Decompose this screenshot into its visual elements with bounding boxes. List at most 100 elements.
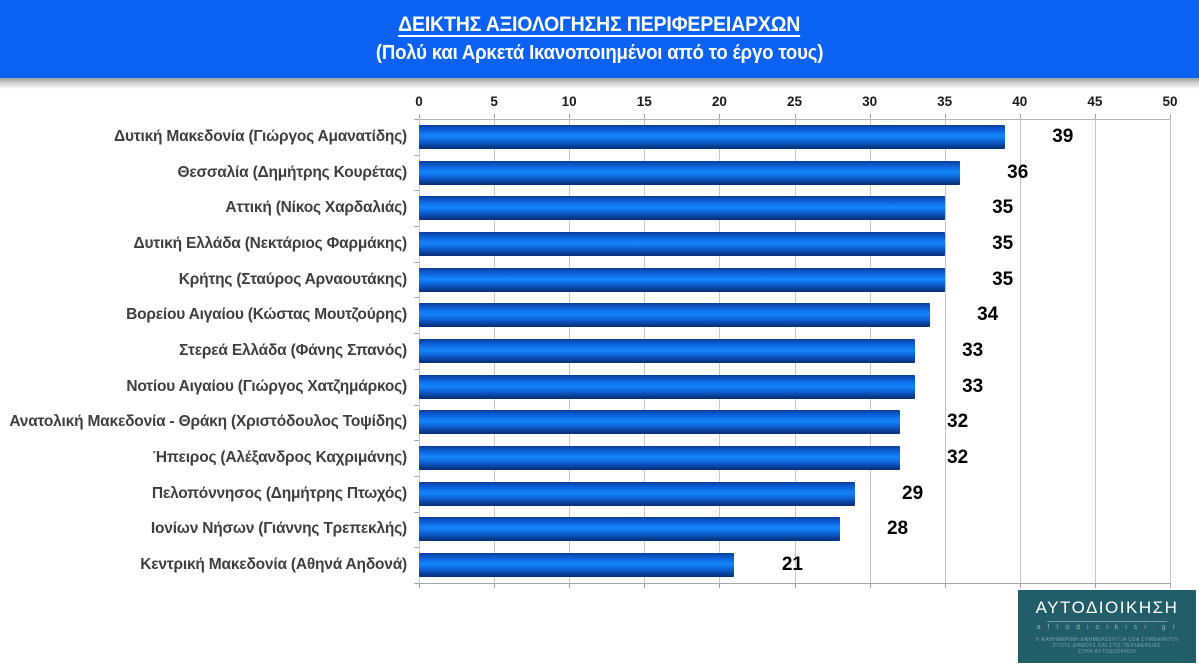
category-axis-tick <box>414 512 419 513</box>
bar <box>419 446 900 471</box>
axis-tick-mark <box>869 583 871 588</box>
category-label: Στερεά Ελλάδα (Φάνης Σπανός) <box>179 341 407 359</box>
value-label: 29 <box>902 482 924 504</box>
axis-tick-label: 30 <box>862 94 878 109</box>
logo-fineprint-line: ΣΤΟΥΣ ΔΗΜΟΥΣ ΚΑΙ ΣΤΙΣ ΠΕΡΙΦΕΡΕΙΕΣ <box>1052 643 1162 649</box>
category-axis-tick <box>414 405 419 406</box>
gridline <box>1094 119 1096 583</box>
axis-tick-mark <box>794 583 796 588</box>
axis-tick-mark <box>719 114 721 119</box>
axis-tick-label: 20 <box>711 94 727 109</box>
axis-tick-mark <box>869 114 871 119</box>
value-label: 35 <box>992 232 1014 254</box>
value-label: 28 <box>886 518 909 540</box>
axis-tick-mark <box>569 114 571 119</box>
chart-title: ΔΕΙΚΤΗΣ ΑΞΙΟΛΟΓΗΣΗΣ ΠΕΡΙΦΕΡΕΙΑΡΧΩΝ <box>398 13 801 36</box>
gridline <box>1170 119 1171 583</box>
category-axis-tick <box>414 190 419 191</box>
category-axis-tick <box>414 333 419 334</box>
axis-tick-label: 25 <box>786 94 803 109</box>
bar <box>419 196 945 221</box>
logo-wordmark: ΑΥΤΟΔΙΟΙΚΗΣΗ <box>1035 598 1179 617</box>
axis-tick-mark <box>794 114 796 119</box>
value-label: 35 <box>992 268 1014 290</box>
bar <box>419 374 915 399</box>
category-label: Αττική (Νίκος Χαρδαλιάς) <box>225 199 407 217</box>
category-axis-tick <box>414 155 419 156</box>
bar <box>419 481 855 506</box>
axis-tick-mark <box>1170 114 1171 119</box>
axis-tick-mark <box>644 114 646 119</box>
bar <box>419 339 915 363</box>
category-label: Πελοπόννησος (Δημήτρης Πτωχός) <box>151 484 407 502</box>
category-axis-tick <box>414 297 419 298</box>
logo-fineprint-line: ΣΤΗΝ ΑΥΤΟΔΙΟΙΚΗΣΗ <box>1078 649 1136 655</box>
value-label: 21 <box>781 554 803 576</box>
logo-divider <box>1047 621 1167 622</box>
axis-tick-label: 35 <box>937 94 953 109</box>
category-axis-tick <box>414 119 419 120</box>
category-axis-tick <box>414 226 419 227</box>
axis-tick-mark <box>1170 583 1171 588</box>
category-axis-tick <box>414 369 419 370</box>
axis-tick-mark <box>1094 583 1096 588</box>
logo-site-url: a f t o d i o i k i s i . g r <box>1036 624 1178 631</box>
axis-tick-label: 10 <box>561 94 577 109</box>
logo-fineprint-line: Η ΚΑΘΗΜΕΡΙΝΗ ΕΝΗΜΕΡΩΣΗ ΓΙΑ ΟΣΑ ΣΥΜΒΑΙΝΟΥ… <box>1035 637 1179 643</box>
axis-tick-label: 45 <box>1087 94 1103 109</box>
category-label: Ήπειρος (Αλέξανδρος Καχριμάνης) <box>153 449 407 467</box>
category-axis-tick <box>414 476 419 477</box>
category-label: Θεσσαλία (Δημήτρης Κουρέτας) <box>177 163 407 181</box>
header-shadow <box>0 78 1199 89</box>
bar <box>419 517 840 542</box>
axis-tick-mark <box>644 583 646 588</box>
category-axis-tick <box>414 547 419 548</box>
category-label: Βορείου Αιγαίου (Κώστας Μουτζούρης) <box>126 306 407 324</box>
category-axis-tick <box>414 440 419 441</box>
axis-tick-label: 50 <box>1162 94 1178 109</box>
category-axis-tick <box>414 262 419 263</box>
category-label: Ανατολική Μακεδονία - Θράκη (Χριστόδουλο… <box>9 413 407 431</box>
axis-tick-mark <box>494 114 496 119</box>
bar <box>419 303 930 328</box>
gridline <box>944 119 946 583</box>
axis-tick-mark <box>1019 114 1021 119</box>
category-label: Νοτίου Αιγαίου (Γιώργος Χατζημάρκος) <box>126 377 407 395</box>
bar <box>419 160 960 185</box>
axis-tick-mark <box>569 583 571 588</box>
chart-subtitle: (Πολύ και Αρκετά Ικανοποιημένοι από το έ… <box>375 42 824 64</box>
category-label: Ιονίων Νήσων (Γιάννης Τρεπεκλής) <box>150 520 407 538</box>
value-label: 36 <box>1007 161 1029 183</box>
value-label: 33 <box>962 375 984 397</box>
bar <box>419 410 900 435</box>
logo-fineprint: Η ΚΑΘΗΜΕΡΙΝΗ ΕΝΗΜΕΡΩΣΗ ΓΙΑ ΟΣΑ ΣΥΜΒΑΙΝΟΥ… <box>1036 637 1178 655</box>
axis-tick-mark <box>1019 583 1021 588</box>
value-label: 33 <box>962 340 984 361</box>
axis-tick-mark <box>1094 114 1096 119</box>
bar <box>419 553 735 578</box>
value-label: 39 <box>1052 125 1074 147</box>
axis-tick-mark <box>944 583 946 588</box>
chart-header: ΔΕΙΚΤΗΣ ΑΞΙΟΛΟΓΗΣΗΣ ΠΕΡΙΦΕΡΕΙΑΡΧΩΝ (Πολύ… <box>0 0 1199 78</box>
axis-tick-label: 40 <box>1012 94 1028 109</box>
bar <box>419 124 1005 149</box>
category-label: Κρήτης (Σταύρος Αρναουτάκης) <box>178 270 407 288</box>
value-label: 32 <box>947 447 969 469</box>
bar <box>419 231 945 256</box>
aftodioikisi-logo: ΑΥΤΟΔΙΟΙΚΗΣΗ a f t o d i o i k i s i . g… <box>1018 590 1196 663</box>
axis-tick-label: 0 <box>415 94 423 109</box>
axis-tick-mark <box>419 114 420 119</box>
axis-tick-mark <box>419 583 420 588</box>
category-label: Κεντρική Μακεδονία (Αθηνά Αηδονά) <box>140 556 407 574</box>
axis-tick-label: 5 <box>490 94 498 109</box>
value-label: 32 <box>947 411 969 433</box>
category-label: Δυτική Ελλάδα (Νεκτάριος Φαρμάκης) <box>133 234 408 252</box>
category-axis-tick <box>414 583 419 584</box>
value-label: 35 <box>992 197 1014 219</box>
axis-tick-mark <box>944 114 946 119</box>
axis-tick-mark <box>719 583 721 588</box>
axis-tick-label: 15 <box>636 94 652 109</box>
category-label: Δυτική Μακεδονία (Γιώργος Αμανατίδης) <box>114 127 407 145</box>
